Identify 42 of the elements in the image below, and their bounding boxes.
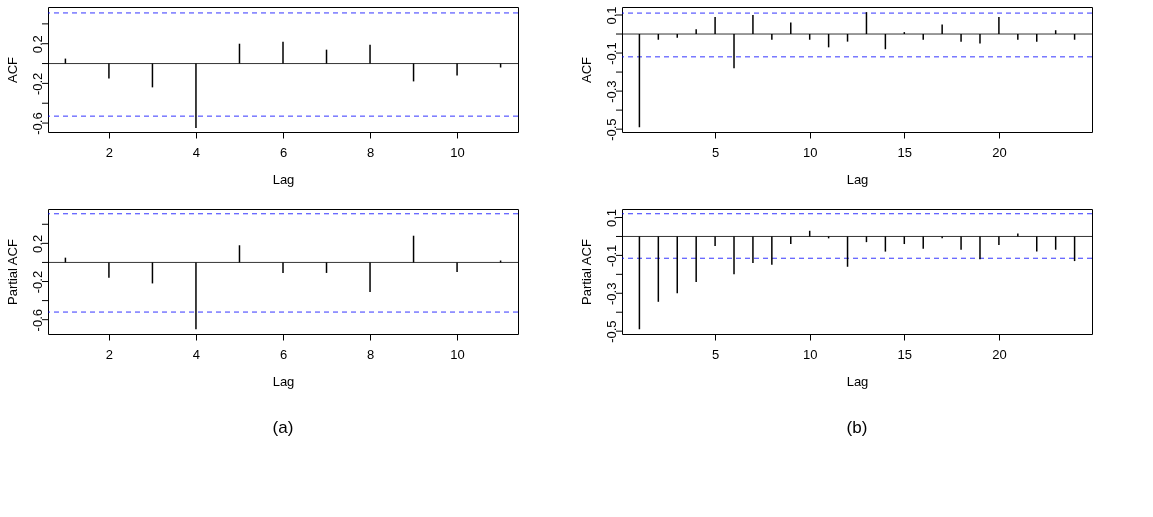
x-tick-label: 8	[366, 144, 375, 160]
x-tick-label: 2	[105, 346, 114, 362]
y-tick-label: -0.3	[603, 80, 619, 103]
x-tick-label: 5	[711, 346, 720, 362]
x-tick-label: 10	[802, 144, 818, 160]
y-axis-title: Partial ACF	[4, 239, 20, 305]
x-tick-label: 10	[802, 346, 818, 362]
x-tick-label: 4	[192, 144, 201, 160]
x-axis-title: Lag	[272, 171, 295, 187]
x-tick-label: 20	[992, 144, 1007, 160]
x-tick-label: 5	[711, 144, 720, 160]
text: (a)	[272, 418, 294, 437]
y-tick-label: -0.6	[29, 112, 45, 135]
x-axis-title: Lag	[272, 373, 295, 389]
x-tick-label: 2	[105, 144, 114, 160]
y-tick-label: 0.2	[29, 234, 45, 253]
x-tick-label: 20	[992, 346, 1007, 362]
y-tick-label: 0.2	[29, 35, 45, 54]
y-tick-label: -0.3	[603, 282, 619, 305]
y-axis-title: Partial ACF	[578, 239, 594, 305]
x-tick-label: 10	[450, 346, 465, 362]
y-tick-label: 0.1	[603, 208, 619, 228]
y-tick-label: 0.1	[603, 6, 619, 25]
x-axis-title: Lag	[846, 171, 869, 187]
y-tick-label: -0.1	[603, 42, 619, 65]
x-axis-title: Lag	[846, 373, 869, 389]
y-tick-label: -0.6	[29, 308, 45, 332]
y-axis-title: ACF	[578, 56, 594, 83]
x-tick-label: 15	[897, 144, 913, 160]
x-tick-label: 4	[192, 346, 201, 362]
y-tick-label: -0.1	[603, 244, 619, 268]
x-tick-label: 8	[366, 346, 375, 362]
y-axis-title: ACF	[4, 56, 20, 83]
y-tick-label: -0.2	[29, 72, 45, 96]
x-tick-label: 6	[279, 144, 288, 160]
y-tick-label: -0.5	[603, 320, 619, 343]
y-tick-label: -0.2	[29, 270, 45, 294]
x-tick-label: 10	[450, 144, 465, 160]
x-tick-label: 6	[279, 346, 288, 362]
x-tick-label: 15	[897, 346, 913, 362]
text: (b)	[846, 418, 868, 437]
y-tick-label: -0.5	[603, 118, 619, 141]
